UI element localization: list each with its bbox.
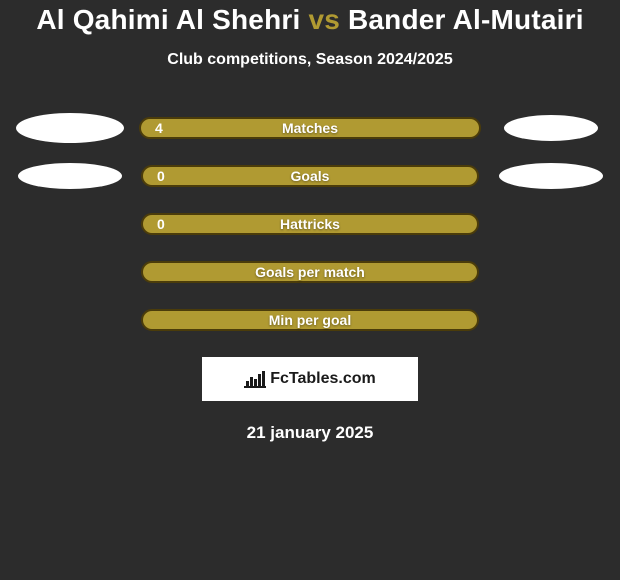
stat-row-hattricks: 0 Hattricks (0, 213, 620, 235)
stat-row-min-per-goal: Min per goal (0, 309, 620, 331)
stat-bar: 0 Hattricks (141, 213, 479, 235)
stat-value-left: 0 (157, 216, 165, 232)
bar-chart-icon (244, 370, 266, 388)
title-vs: vs (308, 4, 340, 35)
stat-label: Goals per match (143, 264, 477, 280)
left-avatar-col (0, 113, 139, 143)
right-avatar-col (481, 115, 620, 141)
stat-bar: 0 Goals (141, 165, 479, 187)
stat-bar: Goals per match (141, 261, 479, 283)
brand-text: FcTables.com (270, 370, 376, 388)
stat-row-goals-per-match: Goals per match (0, 261, 620, 283)
stat-bar: 4 Matches (139, 117, 481, 139)
stat-label: Goals (143, 168, 477, 184)
right-avatar-col (481, 163, 620, 189)
stat-value-left: 4 (155, 120, 163, 136)
brand-box: FcTables.com (202, 357, 418, 401)
bar-wrap: 4 Matches (139, 117, 481, 139)
player1-avatar-placeholder (16, 113, 124, 143)
date-label: 21 january 2025 (0, 423, 620, 443)
stat-row-matches: 4 Matches (0, 117, 620, 139)
bar-wrap: Goals per match (139, 261, 481, 283)
stat-value-left: 0 (157, 168, 165, 184)
player2-avatar-placeholder (499, 163, 603, 189)
stat-label: Hattricks (143, 216, 477, 232)
comparison-infographic: Al Qahimi Al Shehri vs Bander Al-Mutairi… (0, 0, 620, 580)
stats-block: 4 Matches 0 Goals (0, 117, 620, 331)
stat-label: Min per goal (143, 312, 477, 328)
subtitle: Club competitions, Season 2024/2025 (0, 51, 620, 69)
bar-wrap: 0 Hattricks (139, 213, 481, 235)
bar-wrap: 0 Goals (139, 165, 481, 187)
stat-bar: Min per goal (141, 309, 479, 331)
stat-row-goals: 0 Goals (0, 165, 620, 187)
title-player1: Al Qahimi Al Shehri (36, 4, 300, 35)
left-avatar-col (0, 163, 139, 189)
stat-label: Matches (141, 120, 479, 136)
player1-avatar-placeholder (18, 163, 122, 189)
player2-avatar-placeholder (504, 115, 598, 141)
bar-wrap: Min per goal (139, 309, 481, 331)
title-player2: Bander Al-Mutairi (348, 4, 584, 35)
page-title: Al Qahimi Al Shehri vs Bander Al-Mutairi (0, 2, 620, 37)
